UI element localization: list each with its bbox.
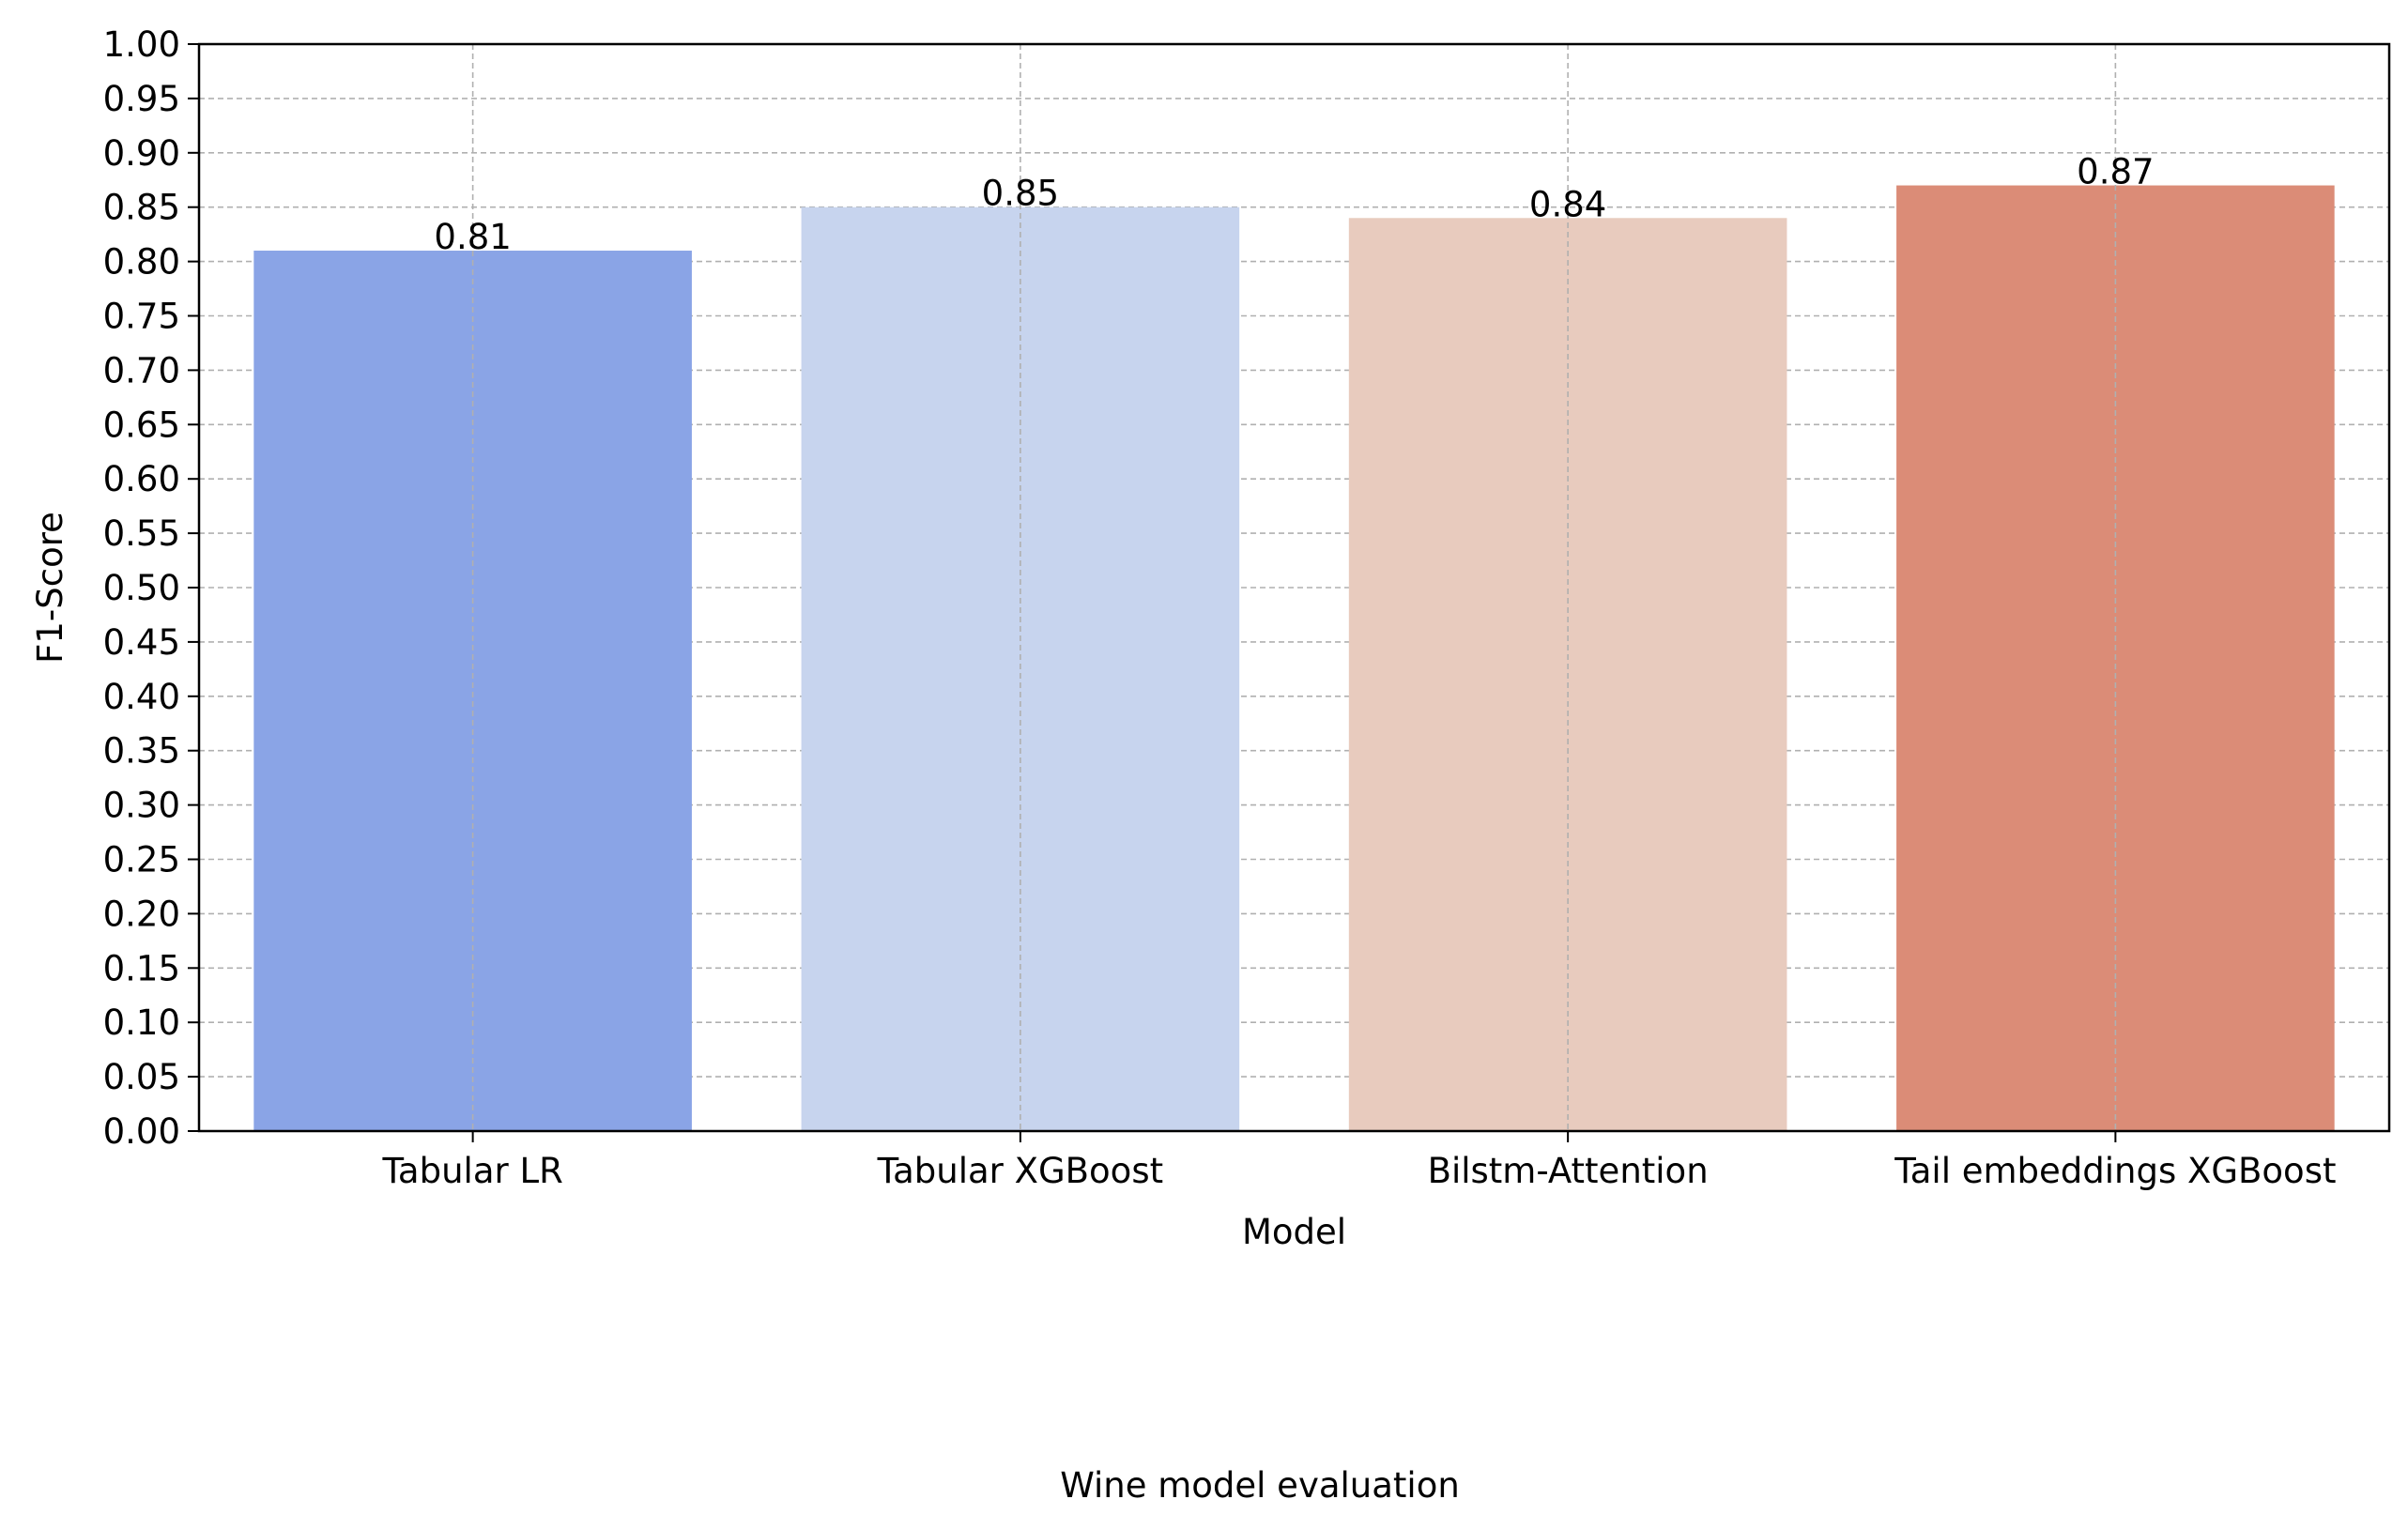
data-labels: 0.81 0.85 0.84 0.87	[434, 152, 2154, 257]
bars	[253, 185, 2335, 1132]
y-tick-label: 0.35	[103, 731, 180, 772]
y-tick-label: 0.30	[103, 786, 180, 826]
y-tick-label: 0.45	[103, 622, 180, 663]
y-tick-label: 0.25	[103, 840, 180, 880]
bar-value-label: 0.84	[1529, 184, 1606, 224]
y-tick-label: 0.70	[103, 350, 180, 390]
bar-value-label: 0.87	[2077, 152, 2154, 192]
x-tick-label: Tail embeddings XGBoost	[1894, 1151, 2336, 1191]
y-tick-label: 0.00	[103, 1111, 180, 1152]
y-tick-label: 1.00	[103, 24, 180, 65]
x-axis-ticks: Tabular LR Tabular XGBoost Bilstm-Attentio…	[381, 1131, 2336, 1191]
vertical-grid-lines	[471, 44, 2117, 1131]
y-tick-label: 0.90	[103, 133, 180, 174]
y-tick-label: 0.60	[103, 459, 180, 499]
bar-value-label: 0.81	[434, 217, 511, 257]
y-tick-label: 0.65	[103, 405, 180, 445]
y-tick-label: 0.10	[103, 1002, 180, 1043]
y-tick-label: 0.20	[103, 894, 180, 934]
y-axis-label: F1-Score	[30, 512, 70, 664]
x-tick-label: Tabular LR	[381, 1151, 562, 1191]
x-tick-label: Tabular XGBoost	[877, 1151, 1163, 1191]
chart-caption: Wine model evaluation	[1060, 1465, 1460, 1506]
y-tick-label: 0.95	[103, 79, 180, 119]
y-tick-label: 0.15	[103, 948, 180, 988]
y-tick-label: 0.40	[103, 677, 180, 717]
y-tick-label: 0.55	[103, 513, 180, 554]
y-tick-label: 0.05	[103, 1057, 180, 1097]
y-tick-label: 0.50	[103, 568, 180, 608]
bar-value-label: 0.85	[982, 174, 1059, 214]
x-axis-label: Model	[1242, 1212, 1346, 1252]
y-axis-ticks: 0.00 0.05 0.10 0.15 0.20 0.25 0.30 0.35 0.40 0.45…	[103, 24, 199, 1152]
y-tick-label: 0.85	[103, 188, 180, 228]
x-tick-label: Bilstm-Attention	[1428, 1151, 1709, 1191]
y-tick-label: 0.80	[103, 242, 180, 283]
y-tick-label: 0.75	[103, 297, 180, 337]
